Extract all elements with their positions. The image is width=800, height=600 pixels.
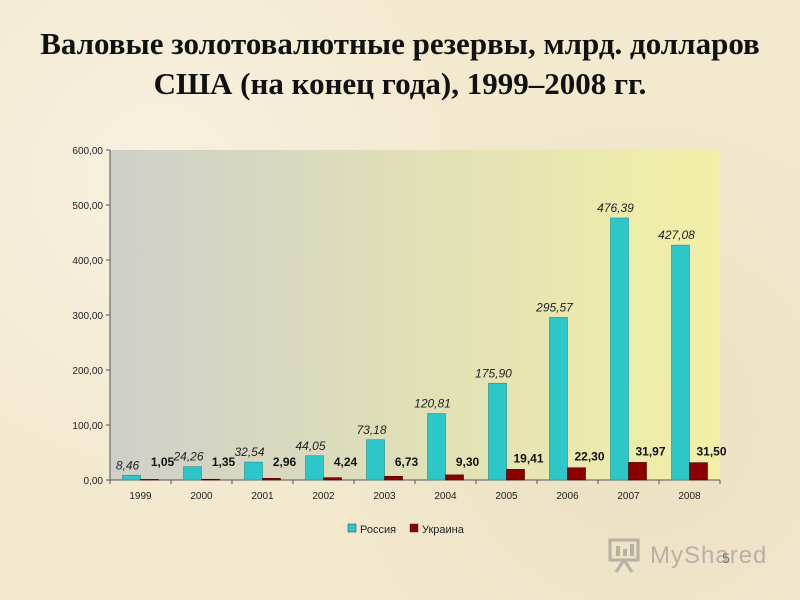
bar-ukraine bbox=[628, 462, 647, 481]
legend-swatch-russia bbox=[347, 523, 357, 533]
title-line-1: Валовые золотовалютные резервы, млрд. до… bbox=[40, 26, 760, 61]
watermark: MyShared bbox=[606, 536, 776, 576]
legend: Россия Украина bbox=[347, 523, 465, 536]
data-label-ukraine: 4,24 bbox=[334, 455, 358, 469]
bar-ukraine bbox=[384, 475, 403, 481]
y-tick-label: 200,00 bbox=[72, 366, 103, 377]
bar-russia bbox=[427, 413, 446, 481]
y-axis: 0,00 100,00 200,00 300,00 400,00 500,00 600,00 bbox=[72, 146, 111, 487]
data-label-russia: 44,05 bbox=[295, 439, 325, 453]
x-tick-label: 2002 bbox=[312, 491, 335, 502]
bar-ukraine bbox=[262, 478, 281, 481]
data-label-ukraine: 1,35 bbox=[212, 455, 236, 469]
x-tick-label: 1999 bbox=[129, 491, 152, 502]
bar-russia bbox=[610, 217, 629, 481]
x-tick-label: 2004 bbox=[434, 491, 457, 502]
x-tick-label: 2001 bbox=[251, 491, 274, 502]
page-title: Валовые золотовалютные резервы, млрд. до… bbox=[20, 24, 780, 104]
x-tick-label: 2006 bbox=[556, 491, 579, 502]
bar-russia bbox=[244, 461, 263, 481]
bar-russia bbox=[488, 382, 507, 481]
y-tick-label: 100,00 bbox=[72, 421, 103, 432]
bar-russia bbox=[671, 244, 690, 481]
presentation-board-icon bbox=[608, 538, 640, 573]
data-label-russia: 175,90 bbox=[475, 366, 512, 380]
data-label-russia: 73,18 bbox=[356, 423, 386, 437]
bar-ukraine bbox=[201, 478, 220, 481]
data-label-russia: 120,81 bbox=[414, 397, 451, 411]
bar-russia bbox=[305, 455, 324, 481]
data-label-ukraine: 1,05 bbox=[151, 455, 175, 469]
bars bbox=[122, 217, 708, 481]
bar-ukraine bbox=[506, 469, 525, 481]
data-label-ukraine: 19,41 bbox=[513, 451, 543, 465]
y-tick-label: 400,00 bbox=[72, 256, 103, 267]
data-label-ukraine: 31,50 bbox=[696, 445, 726, 459]
legend-swatch-ukraine bbox=[409, 523, 419, 533]
legend-label-russia: Россия bbox=[360, 524, 396, 536]
data-label-russia: 427,08 bbox=[658, 228, 695, 242]
data-label-ukraine: 22,30 bbox=[574, 450, 604, 464]
y-tick-label: 500,00 bbox=[72, 201, 103, 212]
bar-ukraine bbox=[445, 474, 464, 481]
bar-russia bbox=[183, 466, 202, 481]
x-tick-label: 2003 bbox=[373, 491, 396, 502]
y-tick-label: 600,00 bbox=[72, 146, 103, 157]
bar-russia bbox=[366, 439, 385, 481]
x-tick-label: 2007 bbox=[617, 491, 640, 502]
y-tick-label: 0,00 bbox=[84, 476, 104, 487]
title-line-2: США (на конец года), 1999–2008 гг. bbox=[153, 66, 647, 101]
bar-ukraine bbox=[323, 477, 342, 481]
slide-number: 5 bbox=[722, 550, 730, 566]
x-axis: 1999 2000 2001 2002 2003 2004 2005 2006 2007 2008 bbox=[109, 479, 721, 502]
x-tick-label: 2008 bbox=[678, 491, 701, 502]
watermark-text: MyShared bbox=[650, 542, 768, 569]
data-label-russia: 295,57 bbox=[535, 300, 574, 314]
bar-ukraine bbox=[689, 462, 708, 481]
data-label-ukraine: 2,96 bbox=[273, 455, 297, 469]
legend-label-ukraine: Украина bbox=[422, 524, 465, 536]
x-tick-label: 2000 bbox=[190, 491, 213, 502]
data-label-russia: 8,46 bbox=[116, 458, 140, 472]
y-tick-label: 300,00 bbox=[72, 311, 103, 322]
data-label-ukraine: 31,97 bbox=[635, 444, 665, 458]
data-label-russia: 32,54 bbox=[234, 445, 264, 459]
data-label-ukraine: 6,73 bbox=[395, 455, 419, 469]
bar-russia bbox=[122, 475, 141, 481]
bar-ukraine bbox=[567, 467, 586, 481]
bar-ukraine bbox=[140, 479, 159, 481]
data-label-ukraine: 9,30 bbox=[456, 455, 480, 469]
data-label-russia: 476,39 bbox=[597, 201, 634, 215]
bar-russia bbox=[549, 317, 568, 481]
x-tick-label: 2005 bbox=[495, 491, 518, 502]
data-label-russia: 24,26 bbox=[172, 450, 203, 464]
